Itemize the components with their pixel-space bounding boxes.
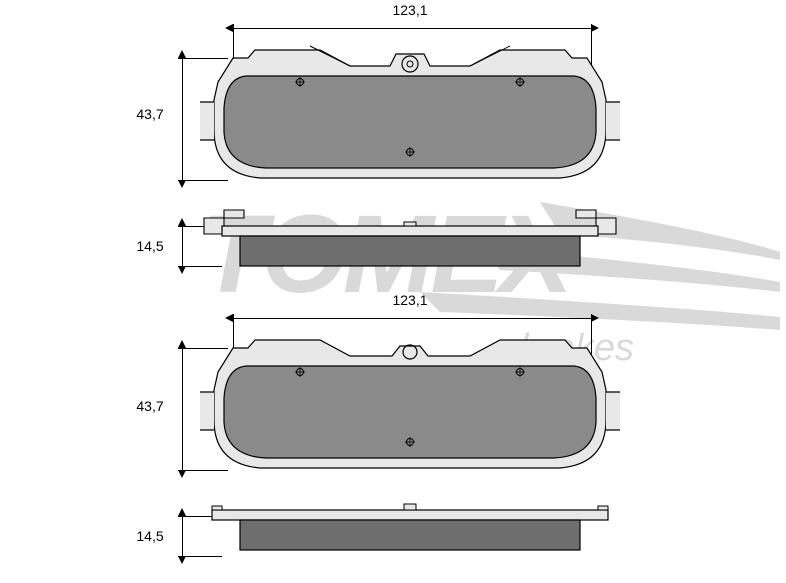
bot-width-dimline bbox=[233, 318, 591, 319]
bot-height-label: 43,7 bbox=[130, 398, 170, 414]
top-pad-front-view bbox=[200, 40, 620, 195]
bot-height-dimline bbox=[182, 348, 183, 470]
bottom-side-view bbox=[200, 498, 620, 566]
top-height-dimline bbox=[182, 58, 183, 180]
top-height-label: 43,7 bbox=[130, 106, 170, 122]
top-width-label: 123,1 bbox=[380, 2, 440, 18]
top-width-dimline bbox=[233, 28, 591, 29]
mid-thickness-dimline bbox=[182, 226, 183, 266]
mid-side-view bbox=[200, 204, 620, 276]
mid-thickness-label: 14,5 bbox=[130, 238, 170, 254]
bottom-pad-front-view bbox=[200, 330, 620, 485]
bot-thickness-dimline bbox=[182, 516, 183, 556]
bot-width-label: 123,1 bbox=[380, 292, 440, 308]
bot-thickness-label: 14,5 bbox=[130, 528, 170, 544]
